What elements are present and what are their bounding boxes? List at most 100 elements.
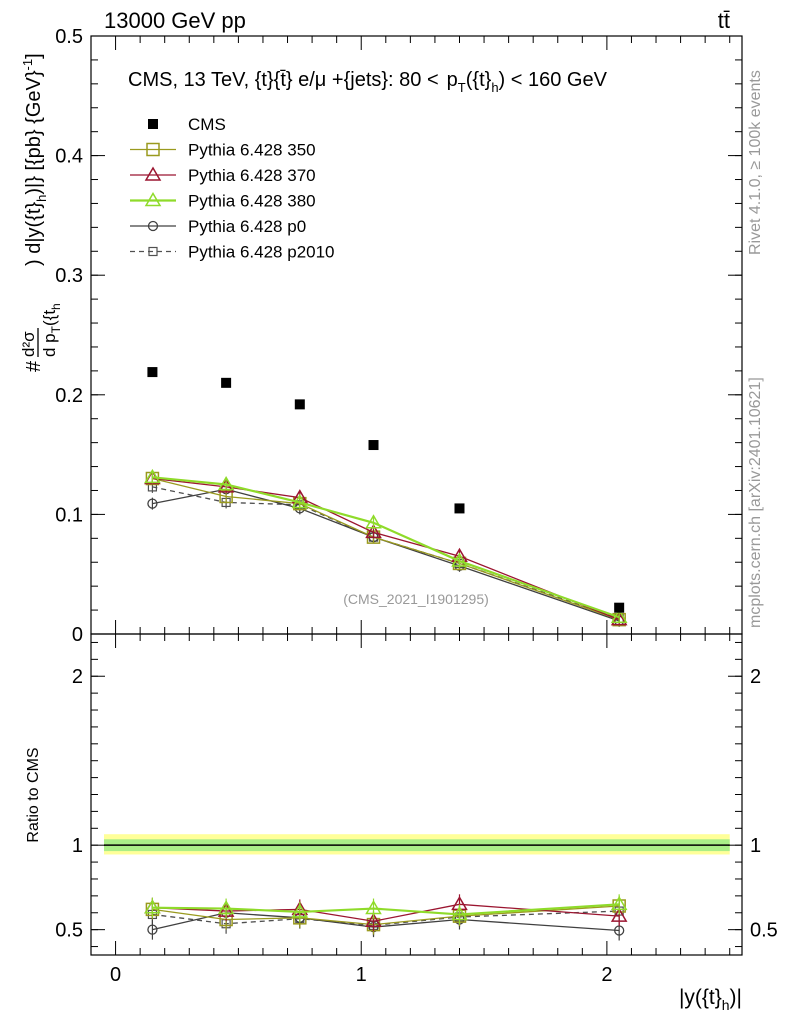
ratio-xtick-label: 1 — [356, 964, 367, 986]
title-pt: p — [447, 69, 458, 91]
main-point — [217, 476, 235, 491]
ylabel-den: d pT({th — [40, 303, 63, 357]
ylabel-tail1: ) d|y({t} — [23, 202, 45, 266]
legend-label: Pythia 6.428 p0 — [188, 217, 306, 236]
title-suffix: ) < 160 GeV — [499, 69, 608, 91]
ratio-ytick-label: 2 — [72, 666, 83, 688]
header-left: 13000 GeV pp — [104, 8, 246, 33]
legend-label: Pythia 6.428 350 — [188, 141, 316, 160]
ratio-ytick-label: 1 — [72, 835, 83, 857]
main-ytick-label: 0.2 — [55, 385, 83, 407]
cms-point — [294, 399, 305, 410]
main-line-4 — [152, 488, 620, 622]
main-point — [365, 514, 382, 529]
ylabel-tail2: )|} [{pb} {GeV} — [23, 70, 45, 195]
ratio-point — [147, 924, 158, 935]
ratio-xtick-label: 0 — [110, 964, 121, 986]
main-point — [365, 523, 382, 539]
legend-marker — [144, 192, 162, 207]
legend-label: Pythia 6.428 380 — [188, 192, 316, 211]
main-point — [451, 552, 468, 567]
main-ylabel: # d²σ d pT({th ) d|y({t}h)|} [{pb} {GeV}… — [19, 53, 63, 372]
title-arg: ({t} — [466, 69, 492, 91]
main-series — [144, 367, 628, 627]
main-ytick-label: 0 — [72, 624, 83, 646]
legend: CMS Pythia 6.428 350 Pythia 6.428 370 Pythi… — [130, 115, 335, 262]
ylabel-hash: # — [23, 360, 45, 372]
ratio-x-ticks: 0 1 2 — [90, 634, 731, 986]
legend-label: CMS — [188, 115, 226, 134]
cms-point — [368, 440, 379, 451]
ratio-y-ticks: 0.5 0.5 1 1 2 2 — [55, 641, 778, 948]
ratio-series — [144, 894, 628, 941]
xlabel-tail: )| — [730, 986, 742, 1009]
legend-marker — [146, 142, 160, 157]
ratio-line-0 — [152, 905, 620, 926]
analysis-watermark: (CMS_2021_I1901295) — [343, 591, 489, 607]
ratio-point — [217, 900, 235, 915]
main-point — [291, 493, 309, 509]
main-x-ticks — [90, 36, 731, 634]
ratio-point — [451, 905, 468, 921]
main-line-2 — [152, 477, 620, 621]
ratio-point — [610, 895, 628, 911]
legend-marker — [147, 220, 159, 232]
main-ytick-label: 0.1 — [55, 504, 83, 526]
ratio-point — [291, 903, 309, 918]
xlabel-sub: h — [722, 997, 730, 1013]
ratio-xlabel: |y({t}h)| — [679, 986, 742, 1013]
ratio-line-2 — [152, 903, 620, 916]
rivet-label: Rivet 4.1.0, ≥ 100k events — [747, 70, 764, 255]
ylabel-den-main: d p — [40, 333, 59, 357]
title-arg-sub: h — [491, 80, 498, 95]
ratio-xtick-label: 2 — [601, 964, 612, 986]
title-prefix: CMS, 13 TeV, {t}{t̄} e/μ +{jets}: 80 < — [128, 69, 439, 91]
ratio-ytick-label: 0.5 — [55, 920, 83, 942]
ratio-ytick-label-right: 1 — [750, 835, 761, 857]
cms-point — [147, 367, 158, 378]
xlabel-main: |y({t} — [679, 986, 722, 1009]
ratio-point — [365, 912, 382, 927]
main-ytick-label: 0.4 — [55, 146, 83, 168]
main-point — [147, 498, 158, 509]
cms-point — [221, 377, 232, 388]
ratio-point — [610, 907, 628, 922]
ratio-line-1 — [152, 903, 620, 922]
ylabel-tail-sub: h — [34, 195, 49, 202]
ylabel-den-tail: ({t — [40, 310, 59, 326]
main-ytick-label: 0.3 — [55, 265, 83, 287]
main-y-ticks: 0 0.1 0.2 0.3 0.4 0.5 — [55, 26, 742, 646]
ratio-line-4 — [152, 910, 620, 927]
title-pt-sub: T — [458, 80, 466, 95]
ylabel-den-sub2: h — [49, 303, 63, 310]
ratio-panel: 0.5 0.5 1 1 2 2 0 1 2 Ratio to CMS |y({t}h)| — [25, 633, 778, 1013]
main-point — [144, 468, 161, 484]
legend-marker — [148, 119, 158, 129]
site-label: mcplots.cern.ch [arXiv:2401.10621] — [747, 377, 764, 628]
legend-label: Pythia 6.428 370 — [188, 166, 316, 185]
ratio-line-3 — [152, 912, 620, 932]
ratio-ytick-label-right: 0.5 — [750, 920, 778, 942]
main-line-3 — [152, 476, 620, 619]
ylabel-tail3: ] — [23, 53, 45, 59]
main-line-1 — [152, 477, 620, 621]
ylabel-tail: ) d|y({t}h)|} [{pb} {GeV}-1] — [20, 53, 49, 266]
cms-point — [454, 503, 465, 514]
ratio-ylabel: Ratio to CMS — [25, 747, 42, 842]
ratio-ytick-label-right: 2 — [750, 666, 761, 688]
main-point — [610, 608, 628, 624]
ratio-point — [144, 899, 161, 914]
legend-marker — [148, 246, 158, 257]
ylabel-sup: -1 — [20, 59, 35, 71]
ratio-frame — [90, 633, 743, 956]
ratio-point — [365, 900, 382, 915]
main-ytick-label: 0.5 — [55, 26, 83, 48]
ylabel-num: d²σ — [19, 331, 38, 357]
main-title: CMS, 13 TeV, {t}{t̄} e/μ +{jets}: 80 < pT… — [128, 69, 608, 95]
ylabel-den-sub: T — [49, 325, 63, 333]
main-point — [610, 611, 628, 626]
main-panel: 0 0.1 0.2 0.3 0.4 0.5 CMS, 13 TeV, {t}{t̄} e/… — [19, 26, 743, 646]
legend-marker — [144, 166, 162, 181]
ratio-band — [104, 834, 730, 855]
